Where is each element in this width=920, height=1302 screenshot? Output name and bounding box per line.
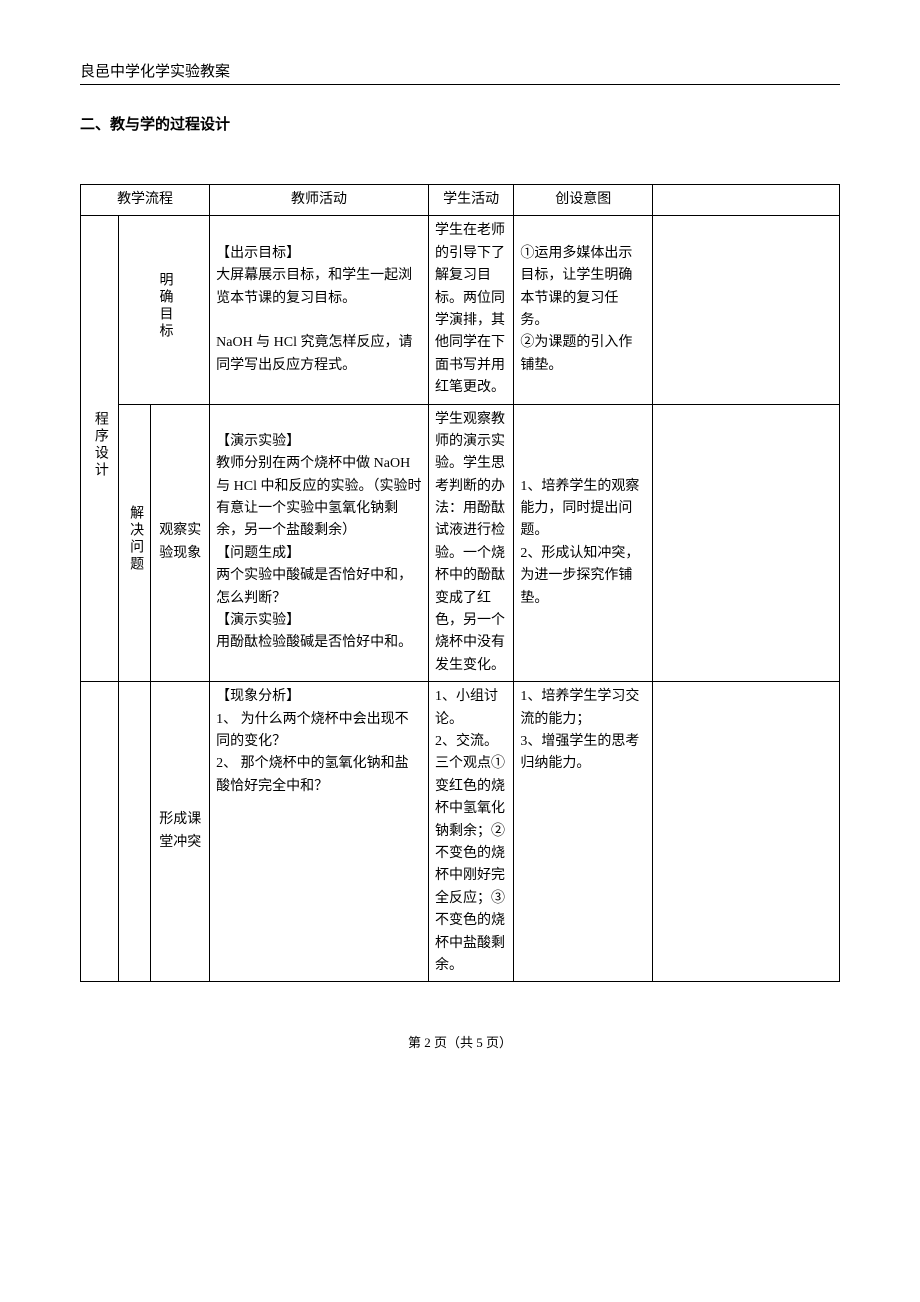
sub2-label-row3: 形成课堂冲突 [159,812,201,849]
teacher-cell-row2: 【演示实验】教师分别在两个烧杯中做 NaOH 与 HCl 中和反应的实验。（实验… [210,404,429,682]
intent-cell-row1: ①运用多媒体出示目标，让学生明确本节课的复习任务。②为课题的引入作铺垫。 [514,216,653,404]
intent-cell-row3: 1、培养学生学习交流的能力；3、增强学生的思考归纳能力。 [514,682,653,982]
intent-cell-row2: 1、培养学生的观察能力，同时提出问题。2、形成认知冲突，为进一步探究作铺垫。 [514,404,653,682]
table-row: 程序设计 明确目标 【出示目标】大屏幕展示目标，和学生一起浏览本节课的复习目标。… [81,216,840,404]
table-header-row: 教学流程 教师活动 学生活动 创设意图 [81,185,840,216]
phase-cell: 程序设计 [81,216,119,682]
teacher-text-row3: 【现象分析】1、 为什么两个烧杯中会出现不同的变化？2、 那个烧杯中的氢氧化钠和… [216,689,409,794]
phase-label: 程序设计 [89,411,111,479]
student-text-row1: 学生在老师的引导下了解复习目标。两位同学演排，其他同学在下面书写并用红笔更改。 [435,223,505,395]
th-design-intent: 创设意图 [514,185,653,216]
page-footer: 第 2 页（共 5 页） [80,1032,840,1051]
lesson-plan-table: 教学流程 教师活动 学生活动 创设意图 程序设计 明确目标 【出示目标】大屏幕展… [80,184,840,982]
intent-text-row1: ①运用多媒体出示目标，让学生明确本节课的复习任务。②为课题的引入作铺垫。 [520,246,632,373]
teacher-cell-row1: 【出示目标】大屏幕展示目标，和学生一起浏览本节课的复习目标。NaOH 与 HCl… [210,216,429,404]
th-teaching-flow: 教学流程 [81,185,210,216]
table-row: 解决问题 观察实验现象 【演示实验】教师分别在两个烧杯中做 NaOH 与 HCl… [81,404,840,682]
document-header: 良邑中学化学实验教案 [80,60,840,85]
th-extra [653,185,840,216]
intent-text-row2: 1、培养学生的观察能力，同时提出问题。2、形成认知冲突，为进一步探究作铺垫。 [520,479,639,606]
sub-label-row1: 明确目标 [153,272,175,340]
table-row: 形成课堂冲突 【现象分析】1、 为什么两个烧杯中会出现不同的变化？2、 那个烧杯… [81,682,840,982]
header-title: 良邑中学化学实验教案 [80,60,840,81]
sub2-cell-row3: 形成课堂冲突 [151,682,210,982]
intent-text-row3: 1、培养学生学习交流的能力；3、增强学生的思考归纳能力。 [520,689,639,771]
extra-cell-row3 [653,682,840,982]
page-number: 第 2 页（共 5 页） [408,1035,512,1050]
student-cell-row3: 1、小组讨论。2、交流。三个观点①变红色的烧杯中氢氧化钠剩余；②不变色的烧杯中刚… [428,682,513,982]
sub1-cell-row3 [119,682,151,982]
sub1-cell-row2: 解决问题 [119,404,151,682]
th-student-activity: 学生活动 [428,185,513,216]
sub2-cell-row2: 观察实验现象 [151,404,210,682]
student-text-row2: 学生观察教师的演示实验。学生思考判断的办法：用酚酞试液进行检验。一个烧杯中的酚酞… [435,412,505,673]
sub2-label-row2: 观察实验现象 [159,523,201,560]
extra-cell-row2 [653,404,840,682]
student-text-row3: 1、小组讨论。2、交流。三个观点①变红色的烧杯中氢氧化钠剩余；②不变色的烧杯中刚… [435,689,505,973]
teacher-cell-row3: 【现象分析】1、 为什么两个烧杯中会出现不同的变化？2、 那个烧杯中的氢氧化钠和… [210,682,429,982]
sub1-label-row2: 解决问题 [124,505,146,573]
sub-cell-row1: 明确目标 [119,216,210,404]
header-underline [80,84,840,85]
teacher-text-row2: 【演示实验】教师分别在两个烧杯中做 NaOH 与 HCl 中和反应的实验。（实验… [216,434,421,651]
teacher-text-row1: 【出示目标】大屏幕展示目标，和学生一起浏览本节课的复习目标。NaOH 与 HCl… [216,246,412,373]
th-teacher-activity: 教师活动 [210,185,429,216]
student-cell-row1: 学生在老师的引导下了解复习目标。两位同学演排，其他同学在下面书写并用红笔更改。 [428,216,513,404]
extra-cell-row1 [653,216,840,404]
section-heading: 二、教与学的过程设计 [80,113,840,134]
phase-cell-row3 [81,682,119,982]
student-cell-row2: 学生观察教师的演示实验。学生思考判断的办法：用酚酞试液进行检验。一个烧杯中的酚酞… [428,404,513,682]
